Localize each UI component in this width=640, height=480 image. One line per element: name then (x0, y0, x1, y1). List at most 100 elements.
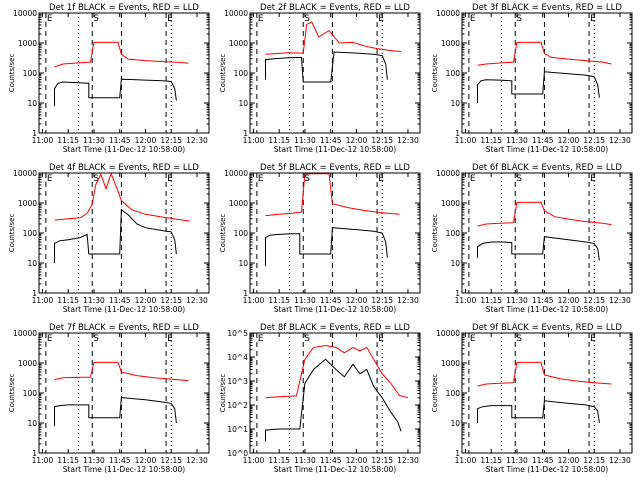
marker-label: E (378, 334, 384, 344)
series-group (265, 344, 409, 442)
marker-label: E (47, 14, 53, 24)
marker-label: E (378, 174, 384, 184)
marker-label: E (470, 14, 476, 24)
y-tick-label: 1000 (229, 199, 248, 208)
series-group (54, 173, 191, 263)
plot-frame (38, 172, 210, 294)
x-tick-label: 12:30 (397, 456, 419, 465)
y-tick-label: 10000 (13, 169, 37, 178)
x-tick-label: 11:30 (83, 296, 105, 305)
marker-label: S (93, 174, 99, 184)
y-axis-label: Counts/sec (219, 54, 227, 93)
x-tick-label: 12:00 (558, 296, 580, 305)
x-tick-label: 12:30 (186, 136, 208, 145)
x-tick-label: 11:30 (83, 136, 105, 145)
y-tick-label: 1 (32, 289, 37, 298)
plot-frame (249, 172, 421, 294)
x-tick-label: 11:00 (32, 136, 54, 145)
marker-label: E (258, 334, 264, 344)
y-tick-label: 100 (234, 229, 249, 238)
x-tick-label: 12:30 (609, 296, 631, 305)
x-tick-label: 11:30 (506, 296, 528, 305)
x-tick-label: 11:15 (268, 296, 290, 305)
y-tick-label: 10000 (436, 169, 460, 178)
events-series-line (477, 71, 600, 103)
panel-title: Det 9f BLACK = Events, RED = LLD (472, 323, 622, 333)
panel-title: Det 7f BLACK = Events, RED = LLD (49, 323, 199, 333)
y-tick-label: 10 (27, 99, 37, 108)
y-tick-label: 100 (446, 69, 461, 78)
x-tick-label: 11:45 (320, 456, 342, 465)
y-tick-label: 10000 (13, 329, 37, 338)
x-tick-label: 11:15 (268, 136, 290, 145)
y-tick-label: 10 (450, 419, 460, 428)
y-tick-label: 1000 (229, 39, 248, 48)
x-tick-label: 11:45 (532, 136, 554, 145)
y-tick-label: 1000 (18, 359, 37, 368)
x-tick-label: 12:15 (160, 456, 182, 465)
x-tick-label: 11:00 (243, 136, 265, 145)
x-axis-label: Start Time (11-Dec-12 10:58:00) (486, 465, 608, 474)
y-tick-label: 10 (450, 99, 460, 108)
plot-frame (249, 12, 421, 134)
y-tick-label: 1000 (441, 199, 460, 208)
lld-series-line (54, 173, 191, 222)
marker-label: E (378, 14, 384, 24)
y-tick-label: 100 (446, 389, 461, 398)
x-axis-label: Start Time (11-Dec-12 10:58:00) (63, 145, 185, 154)
series-group (265, 173, 400, 266)
lld-series-line (477, 41, 612, 66)
y-axis-label: Counts/sec (8, 374, 16, 413)
y-axis-label: Counts/sec (8, 214, 16, 253)
y-axis-label: Counts/sec (431, 54, 439, 93)
plot-frame (38, 332, 210, 454)
panel-title: Det 3f BLACK = Events, RED = LLD (472, 3, 622, 13)
events-series-line (54, 208, 177, 263)
x-tick-label: 11:15 (57, 456, 79, 465)
y-tick-label: 100 (446, 229, 461, 238)
x-tick-label: 11:30 (83, 456, 105, 465)
x-tick-label: 12:00 (558, 456, 580, 465)
y-tick-label: 10^3 (227, 377, 248, 386)
y-tick-label: 1000 (441, 39, 460, 48)
x-tick-label: 11:15 (480, 296, 502, 305)
x-tick-label: 12:30 (186, 296, 208, 305)
y-tick-label: 10 (450, 259, 460, 268)
y-tick-label: 10 (27, 419, 37, 428)
lld-series-line (477, 201, 612, 227)
events-series-line (54, 397, 177, 426)
series-group (54, 361, 189, 426)
y-tick-label: 1000 (18, 199, 37, 208)
marker-label: E (167, 334, 173, 344)
y-tick-label: 10^1 (227, 425, 248, 434)
x-tick-label: 12:30 (397, 136, 419, 145)
lld-series-line (265, 173, 400, 217)
y-axis-label: Counts/sec (431, 214, 439, 253)
x-tick-label: 11:45 (532, 296, 554, 305)
y-tick-label: 10000 (13, 9, 37, 18)
marker-label: E (47, 174, 53, 184)
series-group (265, 21, 402, 83)
lld-series-line (54, 361, 189, 382)
x-tick-label: 11:00 (455, 456, 477, 465)
x-tick-label: 12:00 (558, 136, 580, 145)
x-tick-label: 11:30 (506, 136, 528, 145)
x-tick-label: 11:45 (109, 456, 131, 465)
x-tick-label: 11:30 (294, 296, 316, 305)
events-series-line (265, 227, 388, 266)
y-tick-label: 1000 (441, 359, 460, 368)
x-tick-label: 11:00 (455, 136, 477, 145)
y-tick-label: 1 (455, 129, 460, 138)
x-tick-label: 11:15 (480, 136, 502, 145)
plot-frame (461, 172, 633, 294)
x-tick-label: 11:45 (320, 136, 342, 145)
events-series-line (477, 400, 600, 424)
x-tick-label: 12:00 (346, 296, 368, 305)
